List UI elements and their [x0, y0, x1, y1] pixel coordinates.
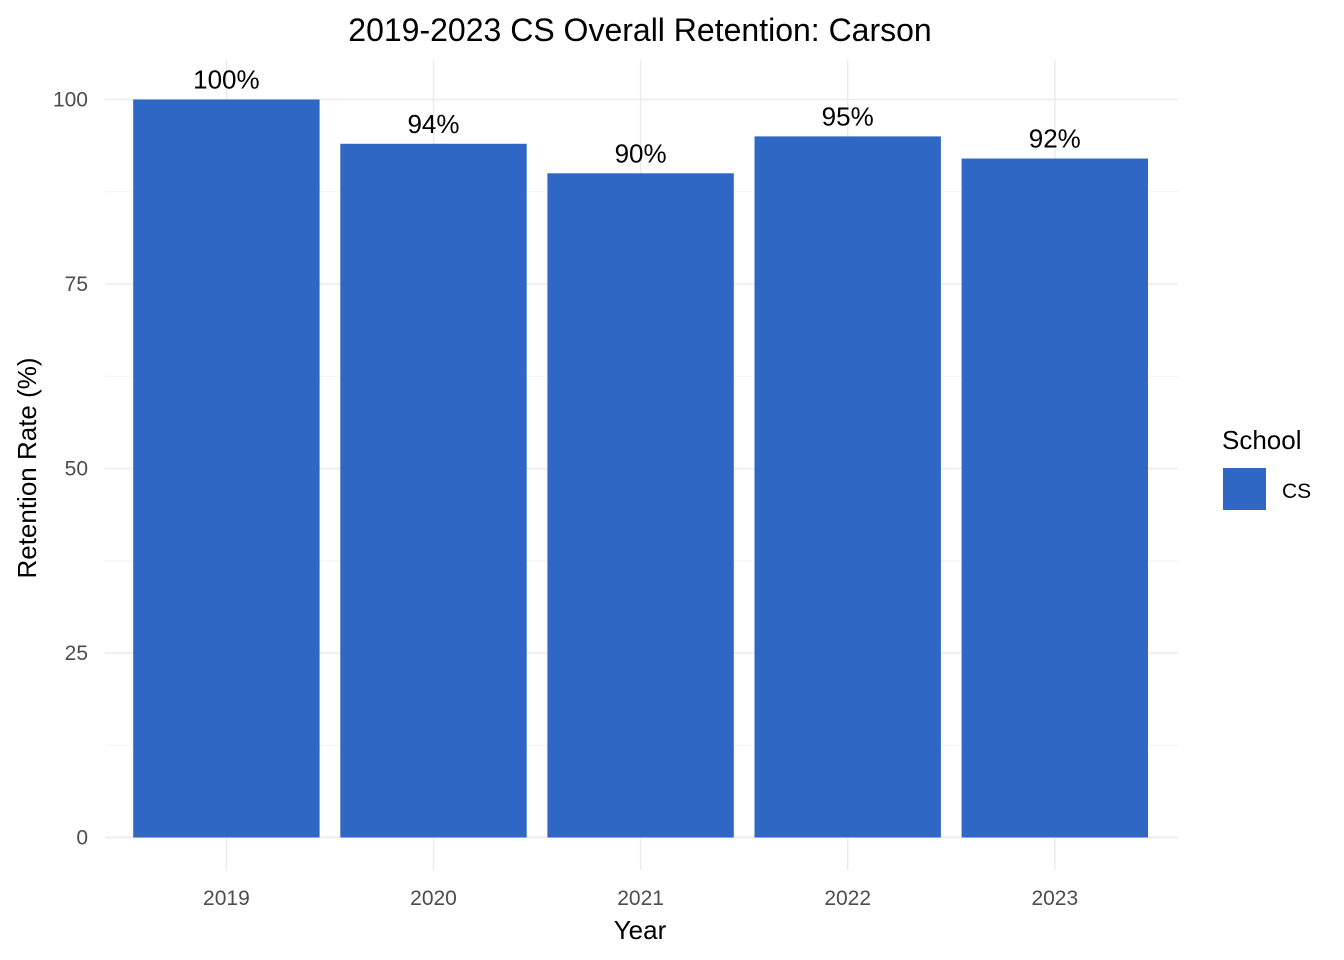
- y-tick-label: 50: [65, 458, 88, 481]
- bar-value-label-2022: 95%: [822, 101, 874, 131]
- y-tick-label: 100: [53, 89, 88, 112]
- x-tick-label-2020: 2020: [410, 887, 457, 910]
- bar-value-label-2020: 94%: [407, 109, 459, 139]
- x-tick-label-2022: 2022: [824, 887, 871, 910]
- x-axis-title: Year: [614, 915, 667, 945]
- legend-title: School: [1222, 425, 1302, 455]
- bar-2023: [961, 158, 1148, 838]
- y-tick-label: 75: [65, 273, 88, 296]
- bar-2021: [547, 173, 734, 838]
- legend-key-cs: [1223, 468, 1266, 510]
- bar-value-label-2023: 92%: [1029, 124, 1081, 154]
- legend: School CS: [1222, 425, 1311, 510]
- y-tick-label: 25: [65, 642, 88, 665]
- bar-2022: [754, 136, 941, 838]
- chart-title: 2019-2023 CS Overall Retention: Carson: [348, 12, 931, 48]
- x-tick-label-2019: 2019: [203, 887, 250, 910]
- bars: [133, 99, 1148, 838]
- y-tick-label: 0: [76, 827, 88, 850]
- bar-2020: [340, 143, 527, 838]
- bar-2019: [133, 99, 320, 838]
- bar-value-label-2019: 100%: [193, 65, 260, 95]
- bar-value-labels: 100% 94% 90% 95% 92%: [193, 65, 1081, 169]
- x-tick-label-2023: 2023: [1031, 887, 1078, 910]
- axis-ticks: 0 25 50 75 100 2019 2020 2021 2022 2023: [53, 89, 1078, 911]
- x-tick-label-2021: 2021: [617, 887, 664, 910]
- y-axis-title: Retention Rate (%): [12, 357, 42, 578]
- legend-label-cs: CS: [1282, 480, 1311, 503]
- bar-value-label-2021: 90%: [615, 138, 667, 168]
